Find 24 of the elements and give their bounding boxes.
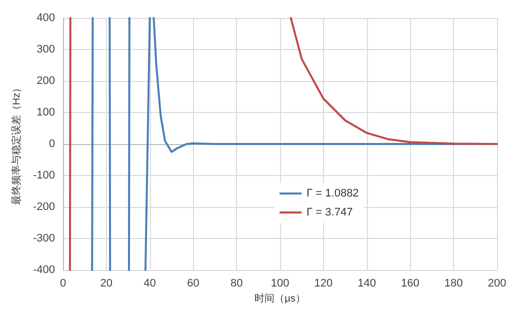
y-tick-label: -300 (32, 232, 55, 244)
legend-label: Γ = 3.747 (306, 206, 353, 218)
legend-label: Γ = 1.0882 (306, 187, 359, 200)
x-tick-label: 80 (230, 278, 243, 290)
x-tick-label: 60 (187, 278, 200, 290)
y-tick-label: 100 (36, 106, 55, 118)
x-tick-label: 0 (60, 278, 66, 290)
y-tick-label: -400 (32, 264, 55, 276)
y-tick-label: 0 (48, 138, 55, 150)
y-tick-label: -100 (32, 170, 55, 182)
x-tick-label: 120 (314, 278, 333, 290)
x-tick-label: 160 (401, 278, 420, 290)
y-tick-label: 300 (36, 44, 55, 56)
y-tick-label: -200 (32, 201, 55, 213)
y-tick-label: 400 (36, 12, 55, 24)
x-tick-label: 140 (358, 278, 376, 290)
x-tick-label: 100 (270, 278, 290, 290)
y-axis-title: 最终频率与稳定误差（Hz） (10, 82, 23, 206)
x-axis-title: 时间（μs） (254, 292, 306, 304)
x-tick-label: 200 (488, 278, 506, 290)
x-tick-label: 180 (444, 278, 463, 290)
y-tick-label: 200 (36, 75, 55, 87)
x-tick-label: 20 (100, 278, 113, 290)
x-tick-label: 40 (144, 278, 156, 290)
